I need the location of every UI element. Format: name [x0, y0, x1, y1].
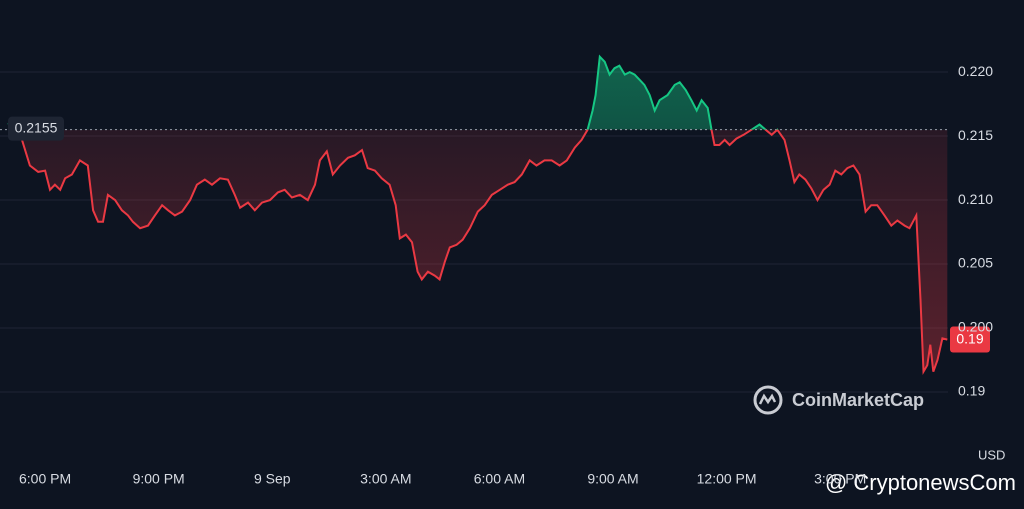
x-tick-label: 6:00 AM — [474, 471, 525, 487]
plot: 0.2155 0.19 — [0, 54, 990, 376]
y-tick-label: 0.205 — [958, 255, 993, 271]
logo — [753, 385, 783, 415]
x-tick-label: 9 Sep — [254, 471, 291, 487]
area-up — [8, 56, 766, 130]
x-tick-label: 9:00 AM — [587, 471, 638, 487]
last-price-label: 0.19 — [956, 330, 983, 346]
y-tick-label: 0.200 — [958, 319, 993, 335]
baseline-tag — [8, 116, 64, 141]
last-price-tag — [950, 326, 990, 353]
x-tick-label: 6:00 PM — [19, 471, 71, 487]
x-tick-label: 9:00 PM — [133, 471, 185, 487]
x-tick-label: 12:00 PM — [697, 471, 757, 487]
credit: @ CryptonewsCom — [825, 470, 1016, 495]
watermark-text: CoinMarketCap — [792, 390, 924, 410]
logo-mark — [758, 393, 777, 405]
y-tick-label: 0.19 — [958, 383, 985, 399]
currency: USD — [978, 447, 1005, 462]
baseline-label: 0.2155 — [15, 119, 58, 135]
price-line-down — [17, 129, 948, 376]
area-down — [8, 129, 948, 372]
x-tick-label: 3:00 PM — [814, 471, 866, 487]
x-tick-label: 3:00 AM — [360, 471, 411, 487]
watermark: CoinMarketCap — [753, 385, 924, 415]
y-tick-label: 0.215 — [958, 127, 993, 143]
y-tick-label: 0.220 — [958, 63, 993, 79]
y-tick-label: 0.210 — [958, 191, 993, 207]
